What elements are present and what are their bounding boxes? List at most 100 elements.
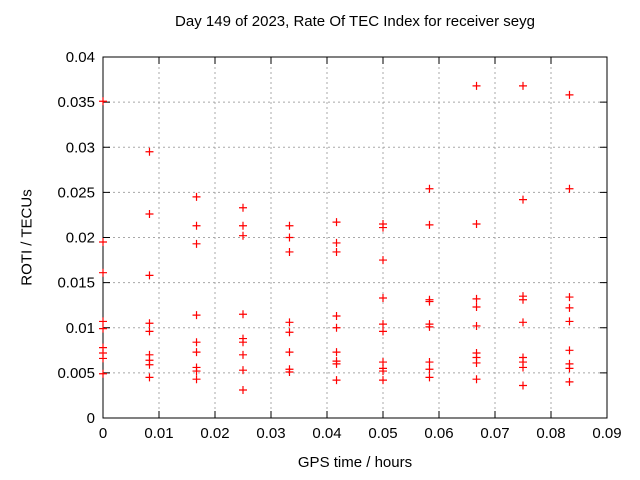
data-point-marker	[379, 293, 387, 302]
data-point-marker	[379, 320, 387, 329]
y-tick-label: 0.025	[57, 184, 95, 201]
data-point-marker	[332, 359, 341, 368]
data-point-marker	[472, 219, 481, 228]
data-point-marker	[192, 338, 201, 347]
y-tick-label: 0	[87, 410, 95, 427]
data-point-marker	[239, 221, 247, 230]
data-point-marker	[565, 377, 574, 386]
data-point-marker	[192, 367, 201, 376]
x-tick-label: 0.04	[312, 425, 341, 442]
x-tick-label: 0.01	[144, 425, 173, 442]
data-point-marker	[239, 350, 247, 359]
data-point-marker	[565, 346, 574, 355]
data-point-marker	[519, 295, 527, 304]
data-point-marker	[565, 317, 574, 326]
data-point-marker	[239, 338, 247, 347]
chart-title: Day 149 of 2023, Rate Of TEC Index for r…	[175, 13, 535, 30]
data-point-marker	[332, 312, 341, 321]
data-point-marker	[239, 231, 247, 240]
data-point-marker	[472, 358, 481, 367]
data-point-marker	[285, 247, 294, 256]
x-axis-label: GPS time / hours	[297, 454, 413, 471]
data-point-marker	[565, 364, 574, 373]
data-point-marker	[145, 360, 154, 369]
data-point-marker	[379, 256, 387, 265]
data-point-marker	[472, 81, 481, 90]
data-point-marker	[332, 218, 341, 227]
data-point-marker	[239, 386, 247, 395]
data-point-marker	[519, 381, 527, 390]
x-tick-label: 0.05	[368, 425, 397, 442]
data-point-marker	[99, 324, 107, 333]
data-point-marker	[99, 317, 107, 326]
y-tick-label: 0.02	[66, 230, 95, 247]
data-point-marker	[472, 375, 481, 384]
x-tick-label: 0.03	[256, 425, 285, 442]
data-point-marker	[565, 90, 574, 99]
x-tick-label: 0.06	[424, 425, 453, 442]
data-point-marker	[99, 238, 107, 247]
data-point-marker	[99, 97, 107, 106]
data-point-marker	[192, 192, 201, 201]
data-point-marker	[379, 376, 387, 385]
data-point-marker	[519, 81, 527, 90]
data-point-marker	[379, 223, 387, 232]
data-point-marker	[239, 203, 247, 212]
data-point-marker	[285, 233, 294, 242]
data-point-marker	[519, 195, 527, 204]
data-point-marker	[332, 323, 341, 332]
data-point-marker	[472, 302, 481, 311]
data-point-marker	[239, 366, 247, 375]
data-point-marker	[425, 373, 434, 382]
data-point-marker	[285, 318, 294, 327]
y-tick-label: 0.005	[57, 365, 95, 382]
y-tick-label: 0.01	[66, 320, 95, 337]
data-point-marker	[192, 348, 201, 357]
data-point-marker	[472, 321, 481, 330]
x-tick-label: 0.02	[200, 425, 229, 442]
data-point-marker	[145, 373, 154, 382]
data-point-marker	[285, 367, 294, 376]
x-tick-label: 0.09	[592, 425, 621, 442]
data-point-marker	[332, 238, 341, 247]
y-tick-label: 0.035	[57, 94, 95, 111]
data-point-marker	[99, 369, 107, 378]
data-point-marker	[425, 358, 434, 367]
data-point-marker	[332, 247, 341, 256]
data-point-marker	[285, 328, 294, 337]
data-point-marker	[565, 184, 574, 193]
data-point-marker	[332, 348, 341, 357]
data-point-marker	[145, 271, 154, 280]
data-point-marker	[519, 318, 527, 327]
data-point-marker	[145, 147, 154, 156]
data-point-marker	[285, 221, 294, 230]
data-point-marker	[472, 294, 481, 303]
y-tick-label: 0.04	[66, 49, 95, 66]
data-point-marker	[379, 367, 387, 376]
data-point-marker	[145, 319, 154, 328]
data-point-marker	[379, 327, 387, 336]
data-point-marker	[145, 327, 154, 336]
x-tick-label: 0	[99, 425, 107, 442]
data-point-marker	[99, 354, 107, 363]
x-tick-label: 0.07	[480, 425, 509, 442]
data-point-marker	[192, 311, 201, 320]
data-point-marker	[332, 376, 341, 385]
data-point-marker	[145, 210, 154, 219]
data-point-marker	[285, 348, 294, 357]
data-point-marker	[425, 365, 434, 374]
data-point-marker	[192, 375, 201, 384]
data-point-marker	[425, 184, 434, 193]
data-point-marker	[192, 239, 201, 248]
data-point-marker	[565, 303, 574, 312]
data-point-marker	[425, 220, 434, 229]
y-tick-label: 0.03	[66, 139, 95, 156]
data-point-marker	[519, 363, 527, 372]
data-point-marker	[565, 293, 574, 302]
data-point-marker	[99, 268, 107, 277]
y-tick-label: 0.015	[57, 275, 95, 292]
data-point-marker	[239, 310, 247, 319]
x-tick-label: 0.08	[536, 425, 565, 442]
